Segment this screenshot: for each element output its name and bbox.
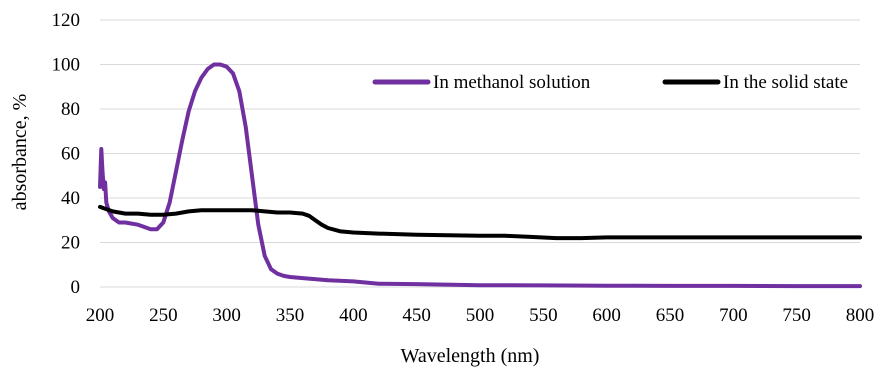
y-tick-labels: 0 20 40 60 80 100 120 <box>52 10 81 298</box>
x-tick-label-250: 250 <box>149 305 178 326</box>
legend: In methanol solution In the solid state <box>372 72 848 93</box>
x-tick-label-700: 700 <box>719 305 748 326</box>
y-tick-label-20: 20 <box>61 233 80 254</box>
x-tick-label-500: 500 <box>466 305 495 326</box>
legend-label-2: In the solid state <box>723 72 848 93</box>
x-tick-labels: 200 250 300 350 400 450 500 550 600 650 700 750 800 <box>86 305 875 326</box>
x-tick-label-400: 400 <box>339 305 368 326</box>
series-line-2 <box>98 204 862 241</box>
y-tick-label-0: 0 <box>71 277 81 298</box>
y-tick-label-80: 80 <box>61 99 80 120</box>
x-tick-label-750: 750 <box>782 305 811 326</box>
x-tick-label-800: 800 <box>846 305 875 326</box>
x-tick-label-200: 200 <box>86 305 115 326</box>
series-line-1 <box>98 62 862 289</box>
gridlines <box>100 19 860 288</box>
x-tick-label-450: 450 <box>402 305 431 326</box>
y-tick-label-100: 100 <box>52 55 81 76</box>
x-tick-label-300: 300 <box>212 305 241 326</box>
y-tick-label-60: 60 <box>61 144 80 165</box>
legend-label-1: In methanol solution <box>433 72 591 93</box>
x-tick-label-600: 600 <box>592 305 621 326</box>
x-axis-title: Wavelength (nm) <box>401 345 540 367</box>
x-tick-label-550: 550 <box>529 305 558 326</box>
y-axis-title: absorbance, % <box>9 94 31 211</box>
series-lines <box>98 62 862 289</box>
x-tick-label-350: 350 <box>276 305 305 326</box>
x-tick-label-650: 650 <box>656 305 685 326</box>
y-tick-label-120: 120 <box>52 10 81 31</box>
y-tick-label-40: 40 <box>61 188 80 209</box>
